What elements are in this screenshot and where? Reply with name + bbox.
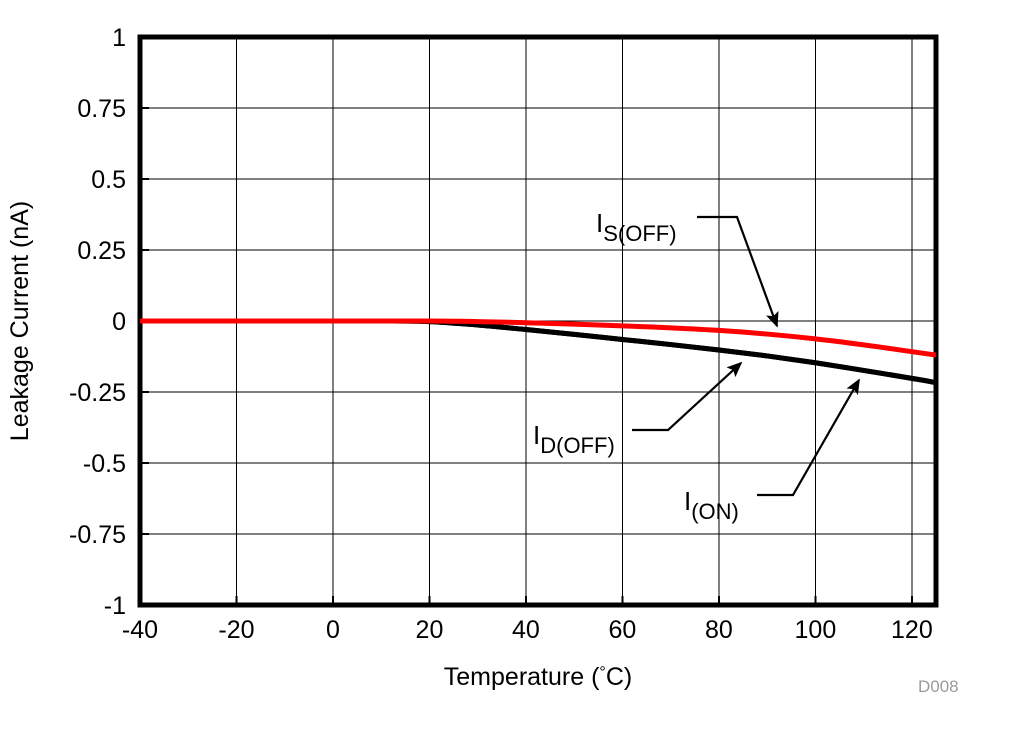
annotation-label-subscript: (ON) <box>691 499 739 524</box>
annotation-label-symbol: I <box>684 486 691 516</box>
watermark-label: D008 <box>918 677 959 696</box>
y-tick-label: -0.5 <box>83 450 126 478</box>
y-tick-label: -0.25 <box>69 379 126 407</box>
y-axis-title: Leakage Current (nA) <box>6 201 34 441</box>
annotation-layer: IS(OFF)ID(OFF)I(ON) <box>533 208 860 524</box>
y-axis-tick-labels: -1 -0.75 -0.5 -0.25 0 0.25 0.5 0.75 1 <box>69 24 126 620</box>
y-tick-label: -0.75 <box>69 521 126 549</box>
annotation-label: I(ON) <box>684 486 739 524</box>
annotation-leader-line <box>697 215 779 328</box>
x-tick-label: 20 <box>416 616 444 644</box>
y-tick-label: 0.75 <box>77 95 126 123</box>
x-tick-label: 40 <box>512 616 540 644</box>
annotation-label-subscript: D(OFF) <box>540 433 615 458</box>
annotation-label: ID(OFF) <box>533 420 615 458</box>
annotation-id-off: ID(OFF) <box>533 361 743 458</box>
annotation-i-on: I(ON) <box>684 378 860 524</box>
degree-symbol: ° <box>599 664 605 681</box>
data-series-layer <box>140 318 937 386</box>
x-tick-label: -20 <box>218 616 254 644</box>
x-tick-label: 60 <box>609 616 637 644</box>
annotation-is-off: IS(OFF) <box>596 208 779 328</box>
y-tick-label: 0.25 <box>77 237 126 265</box>
x-tick-label: -40 <box>122 616 158 644</box>
x-tick-label: 120 <box>891 616 933 644</box>
x-tick-label: 80 <box>705 616 733 644</box>
annotation-label-subscript: S(OFF) <box>603 221 676 246</box>
annotation-label: IS(OFF) <box>596 208 677 246</box>
annotation-leader-line <box>757 378 860 497</box>
y-tick-label: 0 <box>112 308 126 336</box>
x-axis-title: Temperature (°C) <box>444 663 632 691</box>
y-axis-tick-marks <box>140 36 149 606</box>
x-axis-title-text: Temperature ( <box>444 663 600 691</box>
series-line-i-s-off <box>140 318 937 358</box>
annotation-label-symbol: I <box>533 420 540 450</box>
x-axis-tick-labels: -40 -20 0 20 40 60 80 100 120 <box>122 616 933 644</box>
x-axis-tick-marks <box>139 596 913 605</box>
x-tick-label: 0 <box>326 616 340 644</box>
y-tick-label: 0.5 <box>91 166 126 194</box>
annotation-label-symbol: I <box>596 208 603 238</box>
x-tick-label: 100 <box>795 616 837 644</box>
y-tick-label: -1 <box>104 592 126 620</box>
x-axis-title-unit-tail: C) <box>606 663 632 691</box>
y-tick-label: 1 <box>112 24 126 52</box>
annotation-leader-line <box>632 361 743 432</box>
